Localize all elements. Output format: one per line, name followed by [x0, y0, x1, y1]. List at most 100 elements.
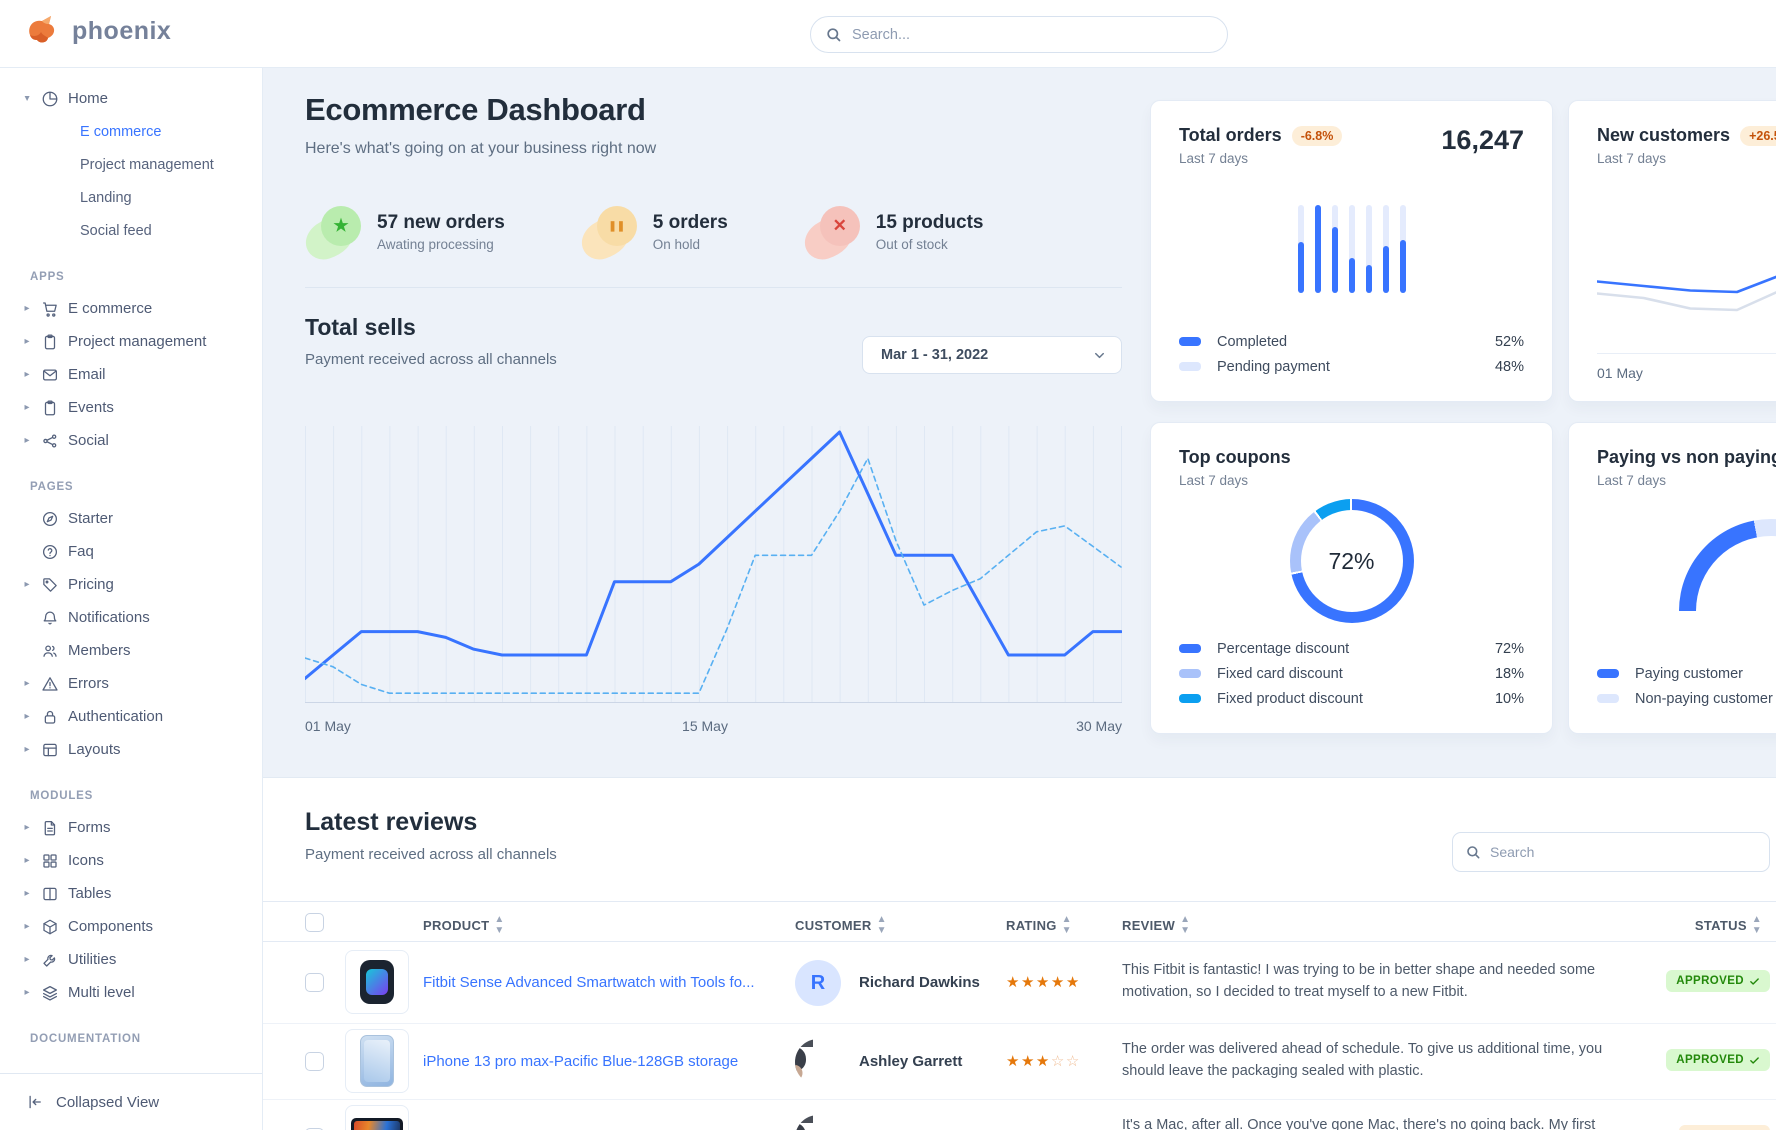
- col-customer[interactable]: CUSTOMER ▲ ▼: [795, 914, 887, 936]
- sidebar-item-label: Notifications: [68, 609, 150, 626]
- bell-icon: [41, 609, 59, 627]
- select-all-checkbox[interactable]: [305, 913, 324, 932]
- new-customers-card: New customers +26.5% Last 7 days 01 May: [1568, 100, 1776, 402]
- sidebar-item-email[interactable]: ▸ Email: [0, 358, 262, 391]
- sidebar-item-social[interactable]: ▸ Social: [0, 424, 262, 457]
- caret-icon: ▸: [24, 921, 30, 932]
- status-badge: APPROVED: [1666, 1049, 1770, 1071]
- product-thumbnail[interactable]: [345, 1105, 409, 1130]
- col-review[interactable]: REVIEW ▲ ▼: [1122, 914, 1191, 936]
- compass-icon: [41, 510, 59, 528]
- customer-avatar[interactable]: [795, 1039, 841, 1085]
- customer-name: Richard Dawkins: [859, 974, 980, 991]
- sidebar-section-apps: APPS: [30, 271, 65, 283]
- brand-logo[interactable]: phoenix: [26, 14, 171, 48]
- sidebar-item-events[interactable]: ▸ Events: [0, 391, 262, 424]
- customer-avatar[interactable]: R: [795, 960, 841, 1006]
- date-range-select[interactable]: Mar 1 - 31, 2022: [862, 336, 1122, 374]
- legend-value: 72%: [1494, 640, 1524, 657]
- reviews-search-input[interactable]: [1490, 844, 1757, 860]
- page-title: Ecommerce Dashboard: [305, 92, 646, 127]
- col-rating[interactable]: RATING ▲ ▼: [1006, 914, 1072, 936]
- review-table-row: Apple iPad Pro 12.9-inch M1 Wi-Fi 256GBW…: [263, 1100, 1776, 1130]
- sidebar-item-starter[interactable]: Starter: [0, 502, 262, 535]
- sidebar-item-icons[interactable]: ▸ Icons: [0, 844, 262, 877]
- total-sells-x-axis: 01 May 15 May 30 May: [305, 718, 1122, 738]
- caret-icon: ▸: [24, 336, 30, 347]
- sidebar-item-pricing[interactable]: ▸ Pricing: [0, 568, 262, 601]
- order-bar: [1331, 205, 1338, 293]
- sidebar-item-forms[interactable]: ▸ Forms: [0, 811, 262, 844]
- sidebar-item-components[interactable]: ▸ Components: [0, 910, 262, 943]
- row-checkbox[interactable]: [305, 973, 324, 992]
- phoenix-fox-icon: [26, 14, 62, 48]
- sidebar-item-label: Home: [68, 90, 109, 107]
- sidebar-subitem-social-feed[interactable]: Social feed: [80, 222, 152, 239]
- sidebar-item-authentication[interactable]: ▸ Authentication: [0, 700, 262, 733]
- product-thumbnail[interactable]: [345, 1029, 409, 1093]
- chevron-down-icon: [1092, 348, 1107, 363]
- sidebar-item-label: Social: [68, 432, 109, 449]
- total-orders-card: Total orders -6.8% Last 7 days 16,247 Co…: [1150, 100, 1553, 402]
- sidebar-item-errors[interactable]: ▸ Errors: [0, 667, 262, 700]
- customer-avatar[interactable]: [795, 1115, 841, 1130]
- sort-icon: ▲ ▼: [876, 914, 887, 936]
- legend-value: 48%: [1494, 358, 1524, 375]
- sidebar-subitem-landing[interactable]: Landing: [80, 189, 132, 206]
- total-orders-bar-chart: [1151, 205, 1552, 293]
- sidebar-item-faq[interactable]: Faq: [0, 535, 262, 568]
- stat-on-hold: ❚❚ 5 orders On hold: [576, 206, 728, 265]
- review-text: This Fitbit is fantastic! I was trying t…: [1122, 962, 1596, 1001]
- pause-icon: ❚❚: [576, 206, 637, 265]
- sidebar-subitem-e-commerce[interactable]: E commerce: [80, 123, 162, 140]
- product-link[interactable]: Fitbit Sense Advanced Smartwatch with To…: [423, 974, 755, 991]
- caret-icon: ▸: [24, 822, 30, 833]
- stat-caption: Out of stock: [875, 237, 948, 252]
- legend-label: Fixed card discount: [1217, 665, 1343, 682]
- sidebar-item-layouts[interactable]: ▸ Layouts: [0, 733, 262, 766]
- customer-name: Ashley Garrett: [859, 1053, 963, 1070]
- latest-reviews-section: Latest reviews Payment received across a…: [263, 777, 1776, 1130]
- global-search[interactable]: [810, 16, 1228, 53]
- x-tick-30may: 30 May: [1076, 718, 1122, 734]
- review-text: The order was delivered ahead of schedul…: [1122, 1041, 1603, 1080]
- sort-icon: ▲ ▼: [1180, 914, 1191, 936]
- brand-name: phoenix: [72, 16, 172, 45]
- total-sells-chart[interactable]: [303, 420, 1123, 710]
- top-coupons-center-value: 72%: [1328, 547, 1375, 574]
- sidebar-item-members[interactable]: Members: [0, 634, 262, 667]
- reviews-search[interactable]: [1452, 832, 1770, 872]
- sidebar-item-multi-level[interactable]: ▸ Multi level: [0, 976, 262, 1009]
- col-product[interactable]: PRODUCT ▲ ▼: [423, 914, 505, 936]
- product-link[interactable]: iPhone 13 pro max-Pacific Blue-128GB sto…: [423, 1053, 739, 1070]
- pie-chart-icon: [41, 90, 59, 108]
- main-content: Ecommerce Dashboard Here's what's going …: [263, 68, 1776, 1130]
- product-thumbnail[interactable]: [345, 950, 409, 1014]
- new-customers-title: New customers: [1597, 125, 1731, 145]
- new-customers-x-label: 01 May: [1597, 365, 1643, 381]
- col-status[interactable]: STATUS ▲ ▼: [1694, 914, 1762, 936]
- sidebar-item-tables[interactable]: ▸ Tables: [0, 877, 262, 910]
- paying-gauge-chart: [1679, 519, 1776, 615]
- sidebar-item-label: Errors: [68, 675, 109, 692]
- sidebar-item-label: Tables: [68, 885, 112, 902]
- legend-item: Fixed product discount 10%: [1179, 686, 1524, 711]
- order-bar: [1348, 205, 1355, 293]
- top-coupons-period: Last 7 days: [1179, 473, 1249, 488]
- sidebar-item-e-commerce[interactable]: ▸ E commerce: [0, 292, 262, 325]
- sidebar-item-label: Events: [68, 399, 114, 416]
- sidebar-item-utilities[interactable]: ▸ Utilities: [0, 943, 262, 976]
- collapsed-view-toggle[interactable]: Collapsed View: [0, 1074, 262, 1130]
- total-orders-title: Total orders: [1179, 125, 1282, 145]
- sidebar-subitem-project-management[interactable]: Project management: [80, 156, 214, 173]
- new-customers-line-chart: [1597, 275, 1776, 312]
- sidebar-item-home[interactable]: ▸ Home: [0, 82, 262, 115]
- search-input[interactable]: [852, 26, 1213, 43]
- row-checkbox[interactable]: [305, 1052, 324, 1071]
- sidebar-item-project-management[interactable]: ▸ Project management: [0, 325, 262, 358]
- sidebar-item-notifications[interactable]: Notifications: [0, 601, 262, 634]
- order-bar: [1297, 205, 1304, 293]
- review-table-row: Fitbit Sense Advanced Smartwatch with To…: [263, 942, 1776, 1024]
- legend-value: 10%: [1494, 690, 1524, 707]
- caret-icon: ▸: [21, 95, 33, 102]
